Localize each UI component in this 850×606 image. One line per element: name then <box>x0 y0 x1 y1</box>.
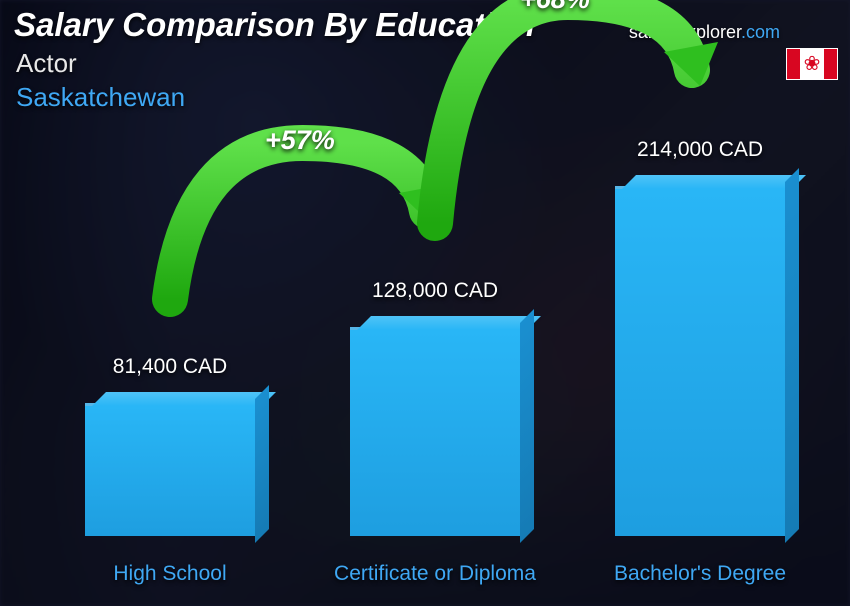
bar-chart: 81,400 CADHigh School128,000 CADCertific… <box>40 120 800 586</box>
increase-arrows <box>40 120 800 586</box>
content-layer: Salary Comparison By Education Actor Sas… <box>0 0 850 606</box>
chart-subtitle-profession: Actor <box>16 48 77 79</box>
watermark-accent: .com <box>741 22 780 42</box>
chart-title: Salary Comparison By Education <box>14 6 535 44</box>
increase-percent: +57% <box>265 125 335 156</box>
chart-subtitle-region: Saskatchewan <box>16 82 185 113</box>
country-flag-icon: ❀ <box>786 48 838 80</box>
increase-percent: +68% <box>520 0 590 15</box>
